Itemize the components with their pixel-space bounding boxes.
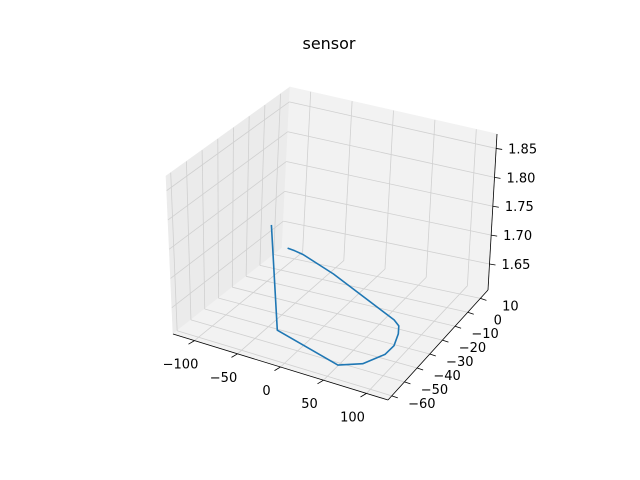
z-gridline-back [286, 161, 493, 207]
y-gridline-floor [273, 254, 481, 299]
z-gridline-back [287, 131, 495, 178]
z-gridline-back [289, 101, 497, 149]
z-tick-mark [494, 176, 501, 179]
y-tick-mark [454, 325, 462, 329]
y-gridline-floor [259, 265, 468, 313]
z-gridline-left [170, 191, 286, 279]
x-tick-mark [360, 393, 367, 398]
y-tick-mark [429, 353, 436, 357]
z-gridline-back [283, 220, 490, 265]
z-gridline-left [169, 161, 287, 250]
series-layer [270, 224, 400, 366]
y-tick-mark [467, 311, 474, 315]
y-tick-label: −30 [446, 355, 473, 370]
z-tick-label: 1.75 [505, 200, 534, 215]
y-tick-label: 0 [494, 313, 502, 328]
z-axis-ticks: 1.65 1.70 1.75 1.80 1.85 [489, 142, 537, 273]
z-gridline-left [171, 220, 284, 308]
z-tick-label: 1.80 [507, 171, 536, 186]
y-tick-label: −40 [433, 369, 460, 384]
y-tick-mark [442, 339, 449, 343]
y-tick-mark [391, 395, 398, 399]
x-tick-mark [188, 340, 195, 345]
series-line [270, 224, 400, 366]
y-tick-mark [416, 367, 424, 371]
z-tick-mark [492, 205, 499, 208]
z-gridline-left [166, 101, 290, 191]
x-tick-mark [317, 379, 324, 385]
y-tick-mark [404, 381, 411, 385]
y-tick-mark [480, 297, 487, 301]
y-tick-label: −20 [459, 341, 486, 356]
x-tick-label: 0 [262, 384, 270, 399]
y-gridline-floor [246, 275, 456, 327]
z-tick-mark [489, 263, 496, 266]
z-tick-mark [496, 148, 503, 150]
y-tick-label: −60 [408, 397, 435, 412]
y-gridline-floor [177, 330, 392, 397]
x-tick-label: −100 [163, 358, 199, 373]
x-tick-label: −50 [210, 371, 237, 386]
y-tick-label: −10 [471, 327, 498, 342]
z-tick-label: 1.70 [503, 229, 532, 244]
y-gridline-floor [204, 308, 418, 369]
z-tick-label: 1.85 [508, 142, 537, 157]
y-tick-label: 10 [502, 299, 519, 314]
y-tick-label: −50 [421, 383, 448, 398]
chart-title: sensor [302, 34, 355, 53]
x-tick-mark [274, 366, 281, 371]
z-gridline-left [167, 131, 289, 221]
z-tick-label: 1.65 [502, 258, 531, 273]
gridlines [166, 91, 497, 397]
x-tick-label: 100 [340, 410, 365, 425]
y-gridline-floor [232, 286, 443, 341]
z-tick-mark [491, 234, 498, 237]
z-gridline-back [284, 190, 492, 236]
x-axis-ticks: −100 −50 0 50 100 [163, 340, 367, 425]
y-gridline-floor [190, 319, 405, 383]
x-tick-label: 50 [301, 397, 318, 412]
x-tick-mark [231, 353, 238, 358]
